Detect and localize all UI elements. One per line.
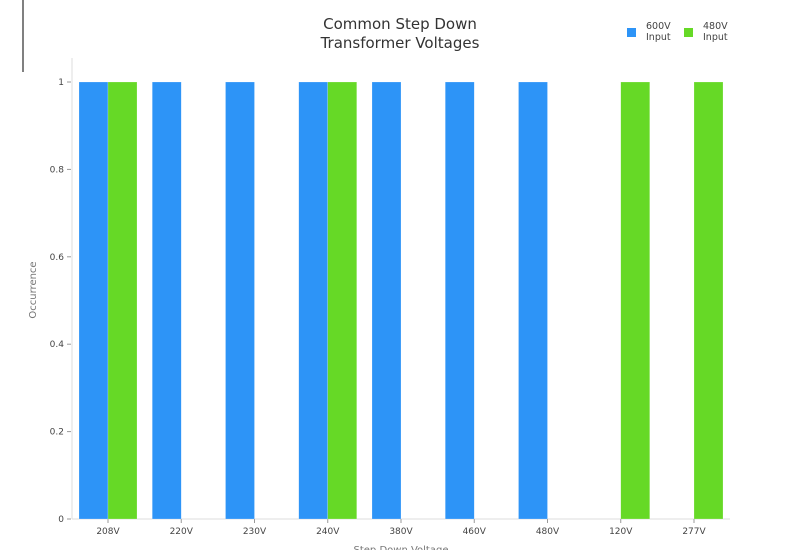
- legend-swatch: [627, 28, 636, 37]
- y-tick-label: 0.8: [50, 165, 65, 175]
- legend-label: 480V: [703, 21, 728, 32]
- legend-label: Input: [646, 32, 671, 43]
- y-tick-label: 0.6: [50, 253, 65, 263]
- x-tick-label: 480V: [536, 527, 560, 537]
- bar-480v-120V: [620, 81, 650, 520]
- y-axis-label: Occurrence: [28, 261, 39, 318]
- x-axis-label: Step Down Voltage: [354, 545, 449, 550]
- x-tick-label: 230V: [243, 527, 267, 537]
- x-tick-label: 208V: [96, 527, 120, 537]
- bar-600v-240V: [298, 81, 328, 520]
- legend-label: 600V: [646, 21, 671, 32]
- x-tick-label: 380V: [389, 527, 413, 537]
- bar-600v-230V: [225, 81, 255, 520]
- bar-600v-380V: [371, 81, 402, 520]
- x-tick-label: 277V: [682, 527, 706, 537]
- y-tick-label: 0.2: [50, 428, 64, 438]
- y-tick-label: 0: [58, 515, 64, 525]
- bar-480v-240V: [327, 81, 357, 520]
- bar-600v-480V: [518, 81, 548, 520]
- y-tick-label: 0.4: [50, 340, 65, 350]
- y-tick-label: 1: [58, 78, 64, 88]
- legend-swatch: [684, 28, 693, 37]
- chart-title-line: Transformer Voltages: [320, 34, 480, 52]
- x-tick-label: 120V: [609, 527, 633, 537]
- bar-600v-460V: [445, 81, 475, 520]
- bar-600v-208V: [78, 81, 109, 520]
- x-tick-label: 460V: [463, 527, 487, 537]
- x-tick-label: 240V: [316, 527, 340, 537]
- x-tick-label: 220V: [170, 527, 194, 537]
- bar-480v-208V: [107, 81, 138, 520]
- chart-title-line: Common Step Down: [323, 15, 477, 33]
- bar-480v-277V: [693, 81, 724, 520]
- bar-600v-220V: [152, 81, 182, 520]
- legend-label: Input: [703, 32, 728, 43]
